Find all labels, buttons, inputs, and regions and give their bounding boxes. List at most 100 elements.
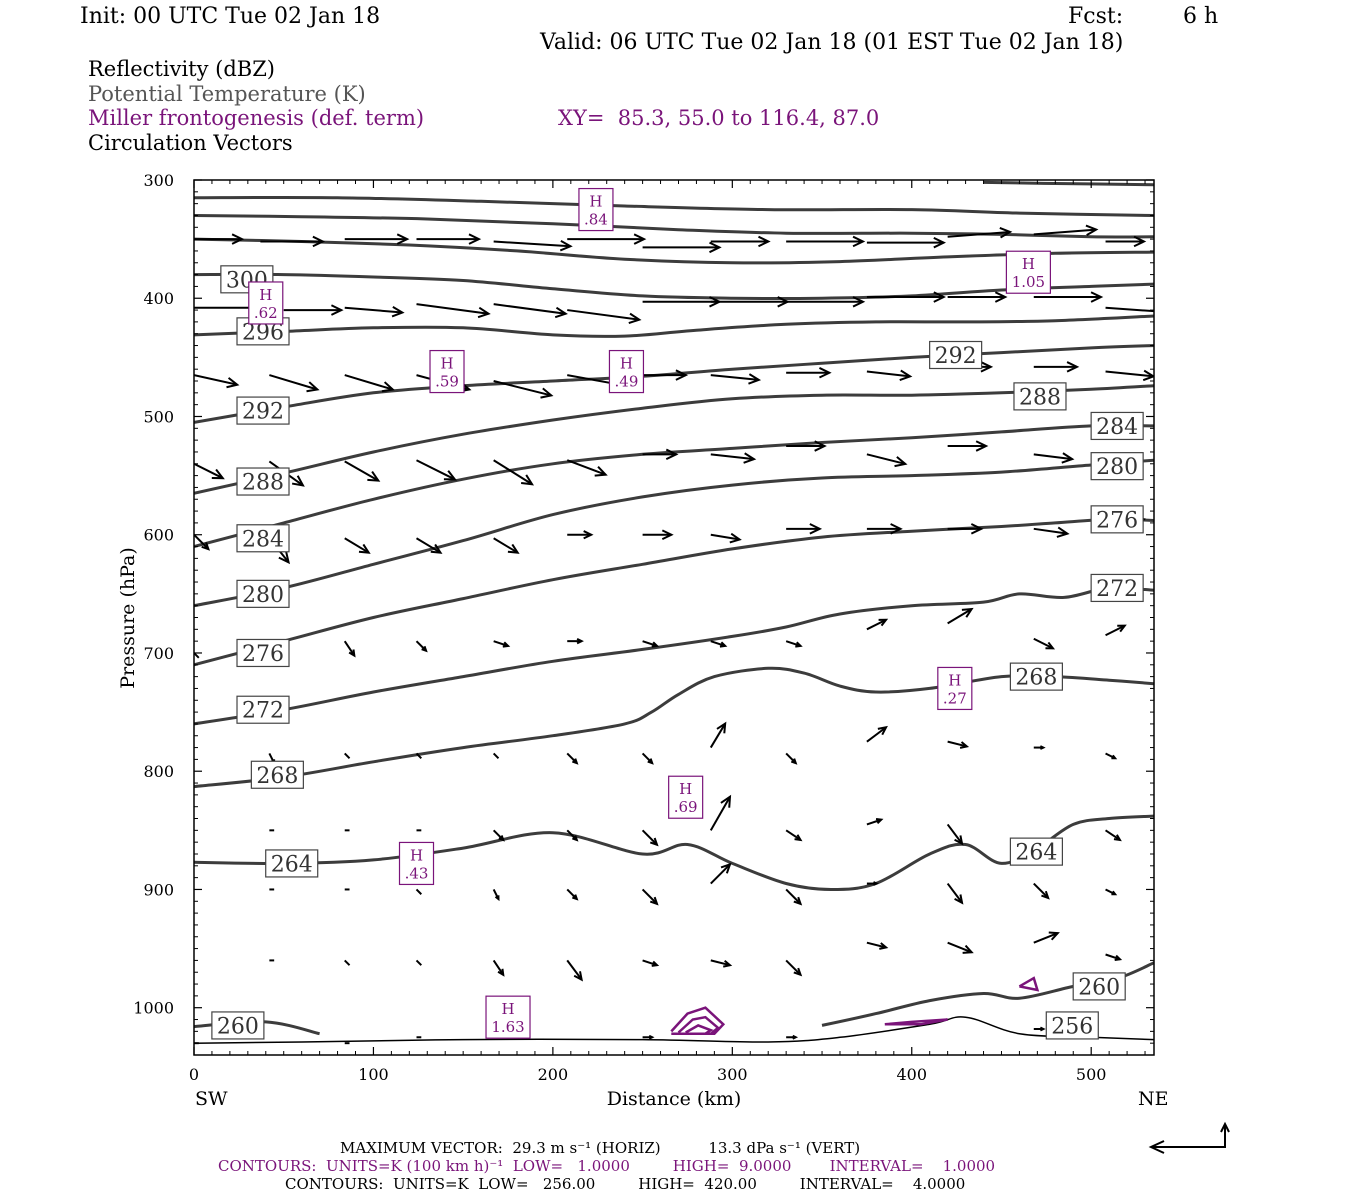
circulation-vector [1105, 624, 1127, 637]
footer-theta-contours: CONTOURS: UNITS=K LOW= 256.00 HIGH= 420.… [285, 1175, 966, 1193]
circulation-vector [866, 881, 879, 886]
circulation-vector [416, 233, 482, 245]
circulation-vector [493, 459, 535, 486]
svg-text:.49: .49 [615, 373, 639, 391]
theta-contour-line [194, 517, 1154, 667]
circulation-vector [1033, 224, 1099, 236]
circulation-vector [344, 306, 405, 318]
theta-contour-label: 276 [1090, 505, 1144, 534]
circulation-vector [194, 462, 225, 480]
theta-contour-line [194, 314, 1154, 338]
cross-section-endpoints: XY= 85.3, 55.0 to 116.4, 87.0 [558, 106, 880, 130]
circulation-vector [566, 959, 584, 982]
theta-contour-label: 256 [1045, 1011, 1099, 1040]
theta-contour-label: 284 [1090, 411, 1144, 441]
circulation-vector [283, 304, 344, 316]
svg-text:264: 264 [1015, 841, 1057, 866]
circulation-vectors [194, 224, 1154, 1045]
theta-contour-label: 272 [236, 695, 290, 724]
theta-contour-line [194, 384, 1154, 495]
svg-text:.69: .69 [674, 798, 698, 816]
valid-time: Valid: 06 UTC Tue 02 Jan 18 (01 EST Tue … [540, 30, 1124, 55]
circulation-vector [947, 440, 989, 452]
circulation-vector [415, 959, 423, 966]
circulation-vector [1033, 291, 1104, 303]
svg-text:272: 272 [1096, 577, 1138, 602]
svg-text:288: 288 [1019, 385, 1061, 410]
circulation-vector [641, 829, 659, 847]
circulation-vector [947, 941, 974, 954]
circulation-vector [1033, 452, 1075, 464]
circulation-vector [260, 235, 326, 248]
circulation-vector [866, 725, 888, 743]
svg-text:264: 264 [271, 852, 313, 877]
circulation-vector [1033, 361, 1080, 373]
svg-text:.84: .84 [584, 211, 608, 229]
svg-text:.43: .43 [405, 864, 429, 882]
theta-contour-line [194, 1016, 1154, 1044]
circulation-vector [709, 794, 732, 831]
circulation-vector [866, 618, 889, 631]
circulation-vector [786, 296, 866, 308]
y-tick-label: 500 [143, 407, 174, 426]
forecast-label: Fcst: [1068, 4, 1124, 29]
svg-text:H: H [259, 286, 272, 304]
circulation-vector [343, 640, 356, 658]
y-tick-label: 300 [143, 171, 174, 190]
svg-text:260: 260 [1078, 975, 1120, 1000]
circulation-vector [566, 829, 579, 842]
y-axis-label: Pressure (hPa) [117, 547, 139, 689]
theta-contour-line [194, 214, 1154, 239]
circulation-vector [866, 523, 903, 535]
circulation-vector [947, 291, 1008, 303]
circulation-vector [786, 235, 866, 248]
circulation-vector [866, 236, 946, 249]
circulation-vector [710, 862, 732, 885]
circulation-vector [194, 652, 200, 659]
circulation-vector [710, 235, 771, 248]
svg-text:292: 292 [935, 344, 977, 369]
circulation-vector [344, 233, 410, 245]
legend-potential-temperature: Potential Temperature (K) [88, 82, 366, 106]
circulation-vector [642, 959, 660, 967]
svg-text:1.05: 1.05 [1012, 273, 1045, 291]
theta-contour-line [194, 586, 1154, 726]
theta-contour-line [983, 180, 1154, 187]
svg-text:256: 256 [1051, 1014, 1093, 1039]
circulation-vector [194, 374, 240, 389]
circulation-vector [415, 640, 428, 653]
circulation-vector [1033, 931, 1060, 944]
circulation-vector [642, 1034, 655, 1040]
x-axis-right-end-label: NE [1138, 1088, 1169, 1110]
svg-text:268: 268 [1015, 666, 1057, 691]
circulation-vector [567, 233, 647, 245]
theta-contour-label: 288 [236, 467, 290, 496]
circulation-vector [946, 882, 964, 905]
svg-text:284: 284 [1096, 415, 1138, 440]
svg-text:H: H [948, 671, 961, 689]
reference-vector-icon [1148, 1121, 1230, 1154]
x-tick-label: 0 [189, 1065, 199, 1084]
circulation-vector [642, 640, 660, 648]
circulation-vector [415, 752, 423, 759]
svg-text:260: 260 [217, 1014, 259, 1039]
x-tick-label: 200 [538, 1065, 569, 1084]
circulation-vector [344, 959, 351, 966]
theta-contour-label: 292 [929, 340, 983, 370]
circulation-vector [492, 959, 505, 977]
theta-contour-label: 268 [1009, 662, 1063, 691]
circulation-vector [709, 721, 727, 749]
x-tick-label: 100 [358, 1065, 389, 1084]
circulation-vector [642, 448, 679, 461]
circulation-vector [866, 291, 946, 303]
svg-text:268: 268 [256, 764, 298, 789]
theta-contour-label: 280 [1090, 452, 1144, 481]
frontogenesis-max-marker: H.59 [429, 349, 465, 394]
theta-contour-line [194, 1020, 320, 1036]
circulation-vector [194, 534, 211, 551]
svg-text:.62: .62 [254, 304, 278, 322]
theta-contour-line [194, 344, 1154, 424]
svg-text:276: 276 [242, 642, 284, 667]
